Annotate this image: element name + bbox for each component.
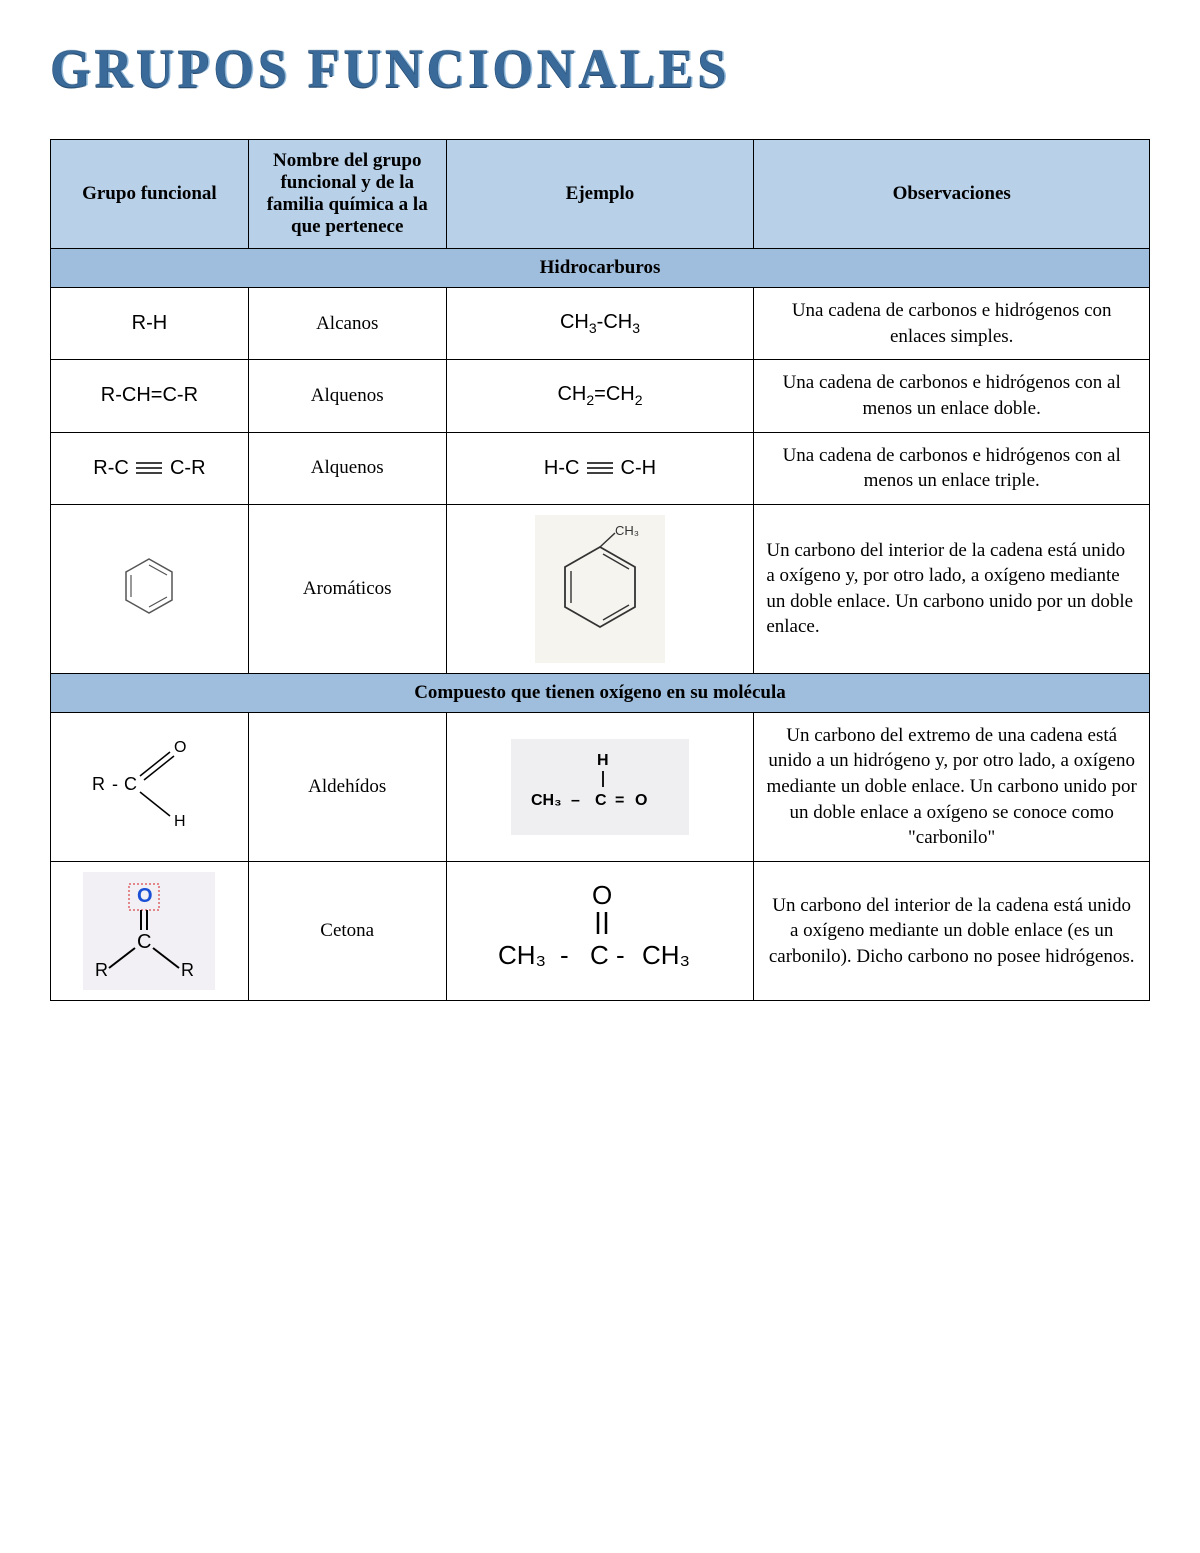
cell-group bbox=[51, 504, 249, 673]
cell-example: H-C C-H bbox=[446, 432, 754, 504]
cell-example: H CH₃ – C = O bbox=[446, 712, 754, 861]
svg-text:CH₃: CH₃ bbox=[615, 523, 639, 538]
cell-group: R-C C-R bbox=[51, 432, 249, 504]
cell-group: R-H bbox=[51, 288, 249, 360]
cell-observation: Una cadena de carbonos e hidrógenos con … bbox=[754, 288, 1150, 360]
svg-text:H: H bbox=[597, 752, 609, 769]
cell-name: Aldehídos bbox=[248, 712, 446, 861]
svg-text:O: O bbox=[137, 885, 153, 907]
svg-text:-: - bbox=[616, 940, 625, 970]
section-header: Hidrocarburos bbox=[51, 249, 1150, 288]
svg-text:CH₃: CH₃ bbox=[642, 940, 690, 970]
svg-text:R: R bbox=[95, 960, 108, 978]
section-header: Compuesto que tienen oxígeno en su moléc… bbox=[51, 673, 1150, 712]
svg-text:CH₃: CH₃ bbox=[498, 940, 546, 970]
cell-name: Alquenos bbox=[248, 360, 446, 432]
svg-text:C: C bbox=[137, 931, 151, 953]
cell-name: Alquenos bbox=[248, 432, 446, 504]
table-row: R-C C-RAlquenosH-C C-HUna cadena de carb… bbox=[51, 432, 1150, 504]
cell-name: Alcanos bbox=[248, 288, 446, 360]
cell-name: Aromáticos bbox=[248, 504, 446, 673]
header-col4: Observaciones bbox=[754, 140, 1150, 249]
header-col1: Grupo funcional bbox=[51, 140, 249, 249]
functional-groups-table: Grupo funcional Nombre del grupo funcion… bbox=[50, 139, 1150, 1001]
svg-text:-: - bbox=[112, 774, 118, 794]
cell-observation: Una cadena de carbonos e hidrógenos con … bbox=[754, 360, 1150, 432]
cell-example: CH2=CH2 bbox=[446, 360, 754, 432]
svg-text:H: H bbox=[174, 813, 186, 830]
svg-text:-: - bbox=[560, 940, 569, 970]
cell-group: R-CH=C-R bbox=[51, 360, 249, 432]
cell-observation: Un carbono del extremo de una cadena est… bbox=[754, 712, 1150, 861]
cell-group: O C R R bbox=[51, 862, 249, 1001]
svg-text:O: O bbox=[592, 880, 612, 910]
header-col2: Nombre del grupo funcional y de la famil… bbox=[248, 140, 446, 249]
svg-text:CH₃: CH₃ bbox=[531, 792, 562, 809]
svg-text:O: O bbox=[635, 792, 647, 809]
svg-text:O: O bbox=[174, 739, 186, 756]
page-title: GRUPOS FUNCIONALES bbox=[50, 39, 1150, 101]
cell-observation: Un carbono del interior de la cadena est… bbox=[754, 862, 1150, 1001]
svg-text:–: – bbox=[571, 792, 580, 809]
svg-text:=: = bbox=[615, 792, 624, 809]
cell-observation: Un carbono del interior de la cadena est… bbox=[754, 504, 1150, 673]
table-row: OCRRCetonaOCH₃ - C - CH₃Un carbono del i… bbox=[51, 862, 1150, 1001]
cell-observation: Una cadena de carbonos e hidrógenos con … bbox=[754, 432, 1150, 504]
svg-text:C: C bbox=[595, 792, 607, 809]
svg-text:R: R bbox=[181, 960, 194, 978]
table-header-row: Grupo funcional Nombre del grupo funcion… bbox=[51, 140, 1150, 249]
cell-example: O CH₃ - C - CH₃ bbox=[446, 862, 754, 1001]
table-row: Aromáticos CH₃ Un carbono del interior de … bbox=[51, 504, 1150, 673]
table-row: R-CH=C-RAlquenosCH2=CH2Una cadena de car… bbox=[51, 360, 1150, 432]
svg-text:C: C bbox=[124, 774, 137, 794]
cell-name: Cetona bbox=[248, 862, 446, 1001]
cell-example: CH3-CH3 bbox=[446, 288, 754, 360]
table-row: R-HAlcanosCH3-CH3Una cadena de carbonos … bbox=[51, 288, 1150, 360]
svg-text:R: R bbox=[92, 774, 105, 794]
svg-text:C: C bbox=[590, 940, 609, 970]
cell-example: CH₃ bbox=[446, 504, 754, 673]
table-row: R-COHAldehídosHCH₃ – C=OUn carbono del e… bbox=[51, 712, 1150, 861]
header-col3: Ejemplo bbox=[446, 140, 754, 249]
cell-group: R-C O H bbox=[51, 712, 249, 861]
